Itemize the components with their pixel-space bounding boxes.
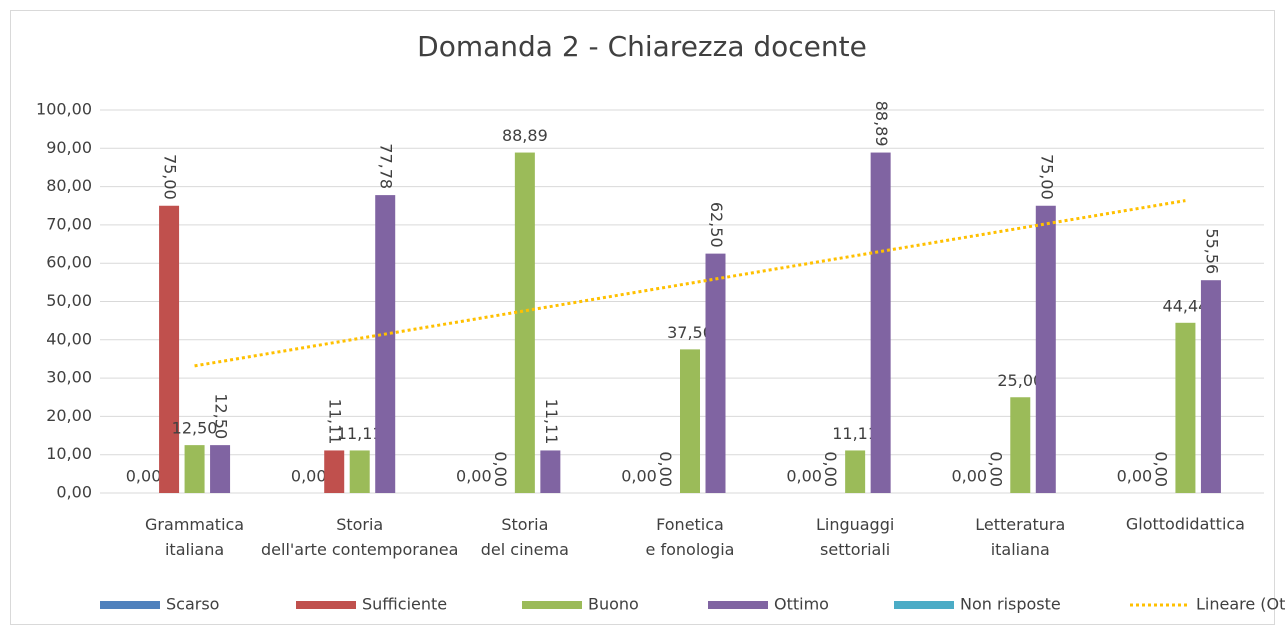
- bar: [375, 195, 396, 493]
- y-tick-label: 40,00: [46, 329, 92, 348]
- x-tick-label: Storia dell'arte contemporanea: [261, 515, 458, 559]
- legend-swatch: [894, 601, 954, 609]
- bar: [1035, 205, 1056, 493]
- bar: [210, 445, 231, 493]
- data-label: 12,50: [212, 393, 231, 439]
- chart-border: [10, 10, 1275, 625]
- legend-label: Scarso: [166, 595, 219, 614]
- bar: [680, 349, 700, 493]
- x-tick-label: Letteratura italiana: [975, 515, 1065, 559]
- data-label: 0,00: [621, 467, 657, 486]
- data-label: 75,00: [1037, 154, 1056, 200]
- legend-label: Buono: [588, 595, 639, 614]
- bar: [540, 450, 561, 493]
- bar: [1200, 280, 1221, 493]
- data-label: 0,00: [821, 451, 840, 487]
- data-label: 62,50: [707, 202, 726, 248]
- bar: [705, 253, 726, 493]
- chart-title: Domanda 2 - Chiarezza docente: [417, 30, 867, 63]
- y-tick-label: 30,00: [46, 368, 92, 387]
- data-label: 0,00: [1151, 451, 1170, 487]
- data-label: 37,50: [667, 323, 713, 342]
- data-label: 12,50: [172, 419, 218, 438]
- bar: [514, 152, 535, 493]
- data-label: 11,11: [832, 424, 878, 443]
- legend-swatch: [100, 601, 160, 609]
- data-label: 0,00: [951, 467, 987, 486]
- x-tick-label: Grammatica italiana: [145, 515, 244, 559]
- x-tick-label: Glottodidattica: [1126, 515, 1245, 534]
- legend-swatch: [522, 601, 582, 609]
- y-tick-label: 50,00: [46, 291, 92, 310]
- bar: [184, 445, 205, 493]
- data-label: 0,00: [786, 467, 822, 486]
- data-label: 44,44: [1163, 296, 1209, 315]
- legend-swatch: [296, 601, 356, 609]
- legend-label: Non risposte: [960, 595, 1061, 614]
- legend-label: Sufficiente: [362, 595, 447, 614]
- bar: [1010, 397, 1031, 493]
- y-tick-label: 20,00: [46, 406, 92, 425]
- y-tick-label: 80,00: [46, 176, 92, 195]
- y-tick-label: 90,00: [46, 138, 92, 157]
- data-label: 0,00: [126, 467, 162, 486]
- data-label: 11,11: [542, 399, 561, 445]
- x-tick-label: Linguaggi settoriali: [816, 515, 894, 559]
- y-tick-label: 0,00: [56, 483, 92, 502]
- x-tick-label: Storia del cinema: [481, 515, 569, 559]
- data-label: 0,00: [491, 451, 510, 487]
- data-label: 0,00: [986, 451, 1005, 487]
- bar: [349, 450, 370, 493]
- y-tick-label: 60,00: [46, 253, 92, 272]
- data-label: 0,00: [291, 467, 327, 486]
- data-label: 88,89: [872, 101, 891, 147]
- data-label: 77,78: [377, 143, 396, 189]
- legend-swatch: [708, 601, 768, 609]
- data-label: 0,00: [1117, 467, 1153, 486]
- data-label: 88,89: [502, 126, 548, 145]
- data-label: 75,00: [161, 154, 180, 200]
- data-label: 11,11: [326, 399, 345, 445]
- y-tick-label: 70,00: [46, 214, 92, 233]
- bar: [324, 450, 345, 493]
- legend-label: Lineare (Ottimo): [1196, 595, 1285, 614]
- data-label: 11,11: [337, 424, 383, 443]
- x-tick-label: Fonetica e fonologia: [646, 515, 735, 559]
- bar: [1175, 322, 1196, 493]
- y-tick-label: 100,00: [36, 100, 92, 119]
- legend-label: Ottimo: [774, 595, 829, 614]
- y-tick-label: 10,00: [46, 444, 92, 463]
- bar: [870, 152, 891, 493]
- data-label: 55,56: [1202, 228, 1221, 274]
- data-label: 0,00: [456, 467, 492, 486]
- data-label: 0,00: [656, 451, 675, 487]
- data-label: 25,00: [997, 371, 1043, 390]
- bar: [159, 205, 180, 493]
- bar: [845, 450, 866, 493]
